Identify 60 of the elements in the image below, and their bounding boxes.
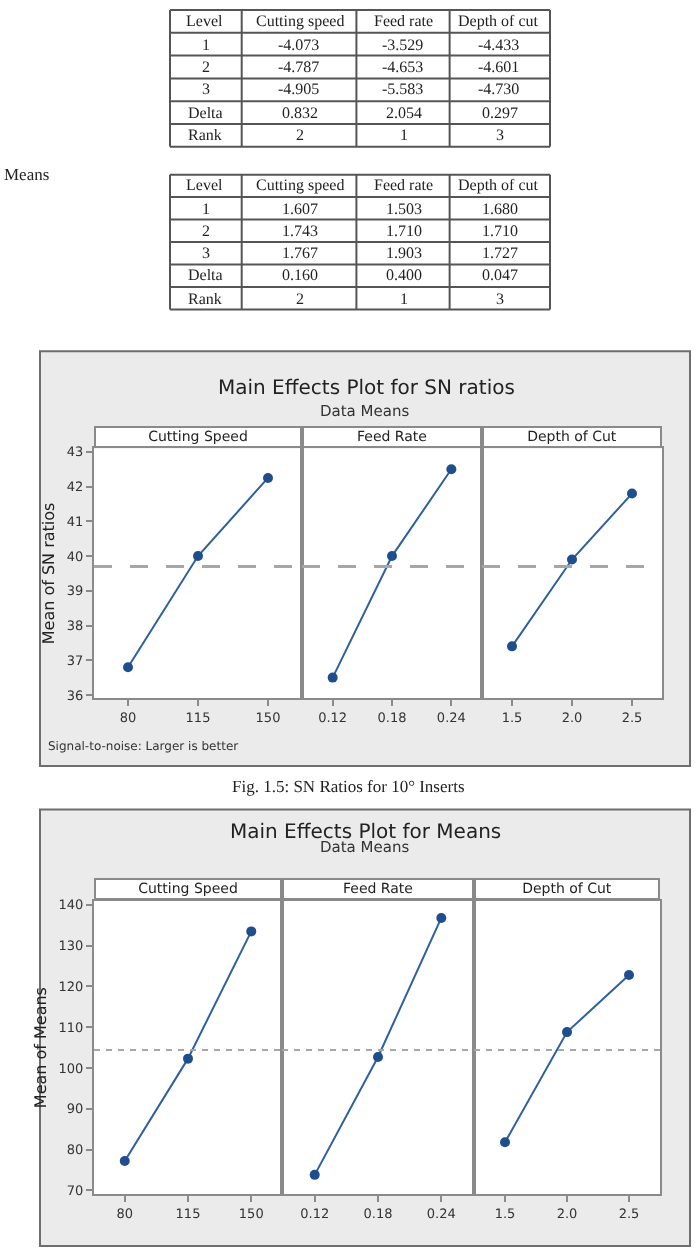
text: -4.905 bbox=[278, 80, 320, 98]
category-label: Cutting speed bbox=[256, 12, 345, 30]
text: 1.743 bbox=[282, 222, 318, 240]
text: 2 bbox=[296, 126, 304, 144]
text: 2 bbox=[296, 290, 304, 308]
text: 2.054 bbox=[386, 104, 422, 122]
text: 3 bbox=[202, 80, 210, 98]
text: 1.710 bbox=[386, 222, 422, 240]
category-label: Feed rate bbox=[374, 12, 434, 30]
text: -4.653 bbox=[382, 58, 424, 76]
category-label: Depth of cut bbox=[458, 12, 540, 30]
text: 1.503 bbox=[386, 200, 422, 218]
text: 1 bbox=[400, 126, 408, 144]
text: -4.433 bbox=[478, 36, 520, 54]
text: -4.730 bbox=[478, 80, 520, 98]
text: 0.400 bbox=[386, 266, 422, 284]
text: 3 bbox=[496, 126, 504, 144]
text: Main Effects Plot for SN ratios bbox=[218, 378, 515, 400]
text: 1.680 bbox=[482, 200, 518, 218]
text: 1 bbox=[202, 36, 210, 54]
text: 3 bbox=[496, 290, 504, 308]
text: Means bbox=[4, 164, 50, 184]
text: -5.583 bbox=[382, 80, 424, 98]
category-label: Level bbox=[186, 176, 224, 194]
category-label: Level bbox=[186, 12, 224, 30]
text: Rank bbox=[188, 126, 222, 144]
category-label: Feed rate bbox=[374, 176, 434, 194]
text: 0.832 bbox=[282, 104, 318, 122]
text: 0.297 bbox=[482, 104, 518, 122]
text: 2 bbox=[202, 222, 210, 240]
category-label: Cutting speed bbox=[256, 176, 345, 194]
text: 1.767 bbox=[282, 244, 318, 262]
text: 1.903 bbox=[386, 244, 422, 262]
text: 3 bbox=[202, 244, 210, 262]
category-label: Depth of cut bbox=[458, 176, 540, 194]
text: 1.727 bbox=[482, 244, 518, 262]
text: -4.787 bbox=[278, 58, 320, 76]
text: 1.710 bbox=[482, 222, 518, 240]
point bbox=[123, 662, 133, 673]
text: Delta bbox=[188, 104, 223, 122]
point bbox=[119, 1156, 130, 1166]
text: 1.607 bbox=[282, 200, 318, 218]
text: 0.047 bbox=[482, 266, 518, 284]
text: -3.529 bbox=[382, 36, 424, 54]
text: 1 bbox=[202, 200, 210, 218]
text: 2 bbox=[202, 58, 210, 76]
text: -4.601 bbox=[478, 58, 520, 76]
point bbox=[183, 1053, 193, 1064]
y-axis-title: Mean of Means bbox=[31, 987, 50, 1109]
point bbox=[263, 472, 273, 483]
text: 0.160 bbox=[282, 266, 318, 284]
text: Delta bbox=[188, 266, 223, 284]
point bbox=[246, 926, 257, 937]
text: Rank bbox=[188, 290, 222, 308]
text: 1 bbox=[400, 290, 408, 308]
y-axis-title: Mean of SN ratios bbox=[40, 502, 59, 645]
caption: Fig. 1.5: SN Ratios for 10° Inserts bbox=[232, 776, 465, 796]
point bbox=[193, 551, 203, 562]
text: Main Effects Plot for Means bbox=[230, 822, 502, 844]
text: -4.073 bbox=[278, 36, 320, 54]
